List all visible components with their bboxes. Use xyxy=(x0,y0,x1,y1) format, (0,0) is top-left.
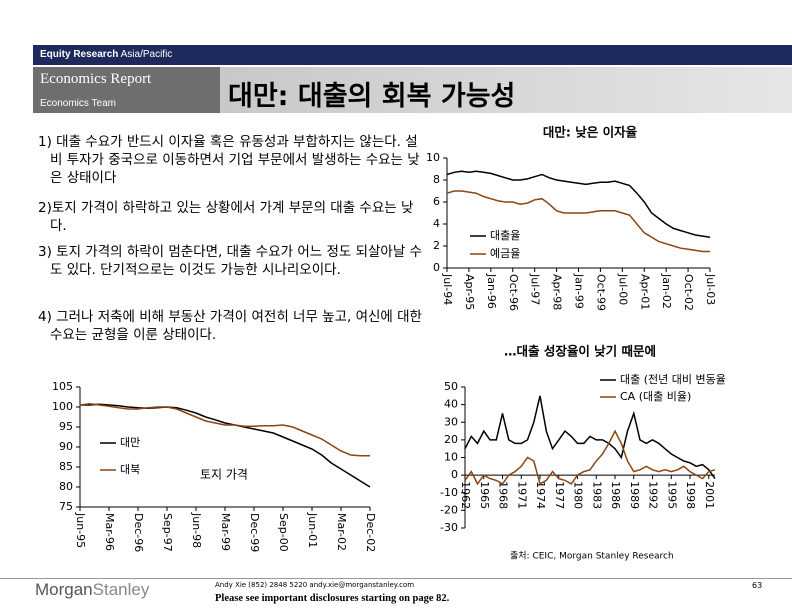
x-tick-label: Oct-96 xyxy=(507,274,520,311)
x-tick-label: Jan-96 xyxy=(485,273,498,309)
bullet: 4) 그러나 저축에 비해 부동산 가격이 여전히 너무 높고, 여신에 대한 … xyxy=(38,309,422,343)
brand: Equity Research Asia/Pacific xyxy=(40,49,172,60)
x-tick-label: Jul-97 xyxy=(529,273,542,305)
y-tick-label: 90 xyxy=(59,440,73,453)
y-tick-label: 0 xyxy=(451,468,458,481)
x-tick-label: 1962 xyxy=(459,481,472,509)
report-block xyxy=(33,67,220,113)
y-tick-label: 75 xyxy=(59,500,73,513)
y-tick-label: 105 xyxy=(52,380,73,393)
annotation: 토지 가격 xyxy=(200,468,248,482)
legend-label: 대북 xyxy=(120,463,140,476)
report: Economics Report xyxy=(40,71,152,87)
x-tick-label: 1974 xyxy=(534,481,547,509)
x-tick-label: 1986 xyxy=(609,481,622,509)
team: Economics Team xyxy=(40,98,116,109)
y-tick-label: 8 xyxy=(433,173,440,186)
contact: Andy Xie (852) 2848 5220 andy.xie@morgan… xyxy=(215,581,415,589)
bullet: 3) 토지 가격의 하락이 멈춘다면, 대출 수요가 어느 정도 되살아날 수도… xyxy=(38,244,422,278)
footer-rule xyxy=(0,578,792,579)
x-tick-label: Jul-00 xyxy=(616,273,629,305)
logo-b: Stanley xyxy=(92,580,150,599)
series-line xyxy=(80,403,371,488)
y-tick-label: 0 xyxy=(433,261,440,274)
series-line xyxy=(446,190,710,253)
y-tick-label: 10 xyxy=(426,151,440,164)
series-line xyxy=(464,395,716,480)
x-tick-label: 1989 xyxy=(628,481,641,509)
source: 출처: CEIC, Morgan Stanley Research xyxy=(510,550,674,562)
y-tick-label: -10 xyxy=(440,486,458,499)
legend-label: 대출 (전년 대비 변동율 xyxy=(620,373,726,386)
y-tick-label: 6 xyxy=(433,195,440,208)
y-tick-label: 20 xyxy=(444,433,458,446)
y-tick-label: 4 xyxy=(433,217,440,230)
x-tick-label: 1998 xyxy=(684,481,697,509)
disclosure: Please see important disclosures startin… xyxy=(215,593,450,604)
x-tick-label: Oct-02 xyxy=(682,274,695,311)
legend-label: CA (대출 비율) xyxy=(620,390,691,403)
x-tick-label: Sep-97 xyxy=(161,513,174,552)
y-tick-label: 50 xyxy=(444,380,458,393)
x-tick-label: Jun-98 xyxy=(190,512,203,548)
x-tick-label: Dec-96 xyxy=(132,513,145,552)
x-tick-label: Dec-02 xyxy=(364,513,377,552)
x-tick-label: Apr-98 xyxy=(551,274,564,310)
x-tick-label: 2001 xyxy=(703,481,716,509)
x-tick-label: 1965 xyxy=(478,481,491,509)
page-number: 63 xyxy=(752,581,763,590)
x-tick-label: 1983 xyxy=(590,481,603,509)
x-tick-label: 1980 xyxy=(572,481,585,509)
top-bar xyxy=(33,45,792,65)
x-tick-label: 1995 xyxy=(665,481,678,509)
series-line xyxy=(79,403,370,457)
x-tick-label: Jun-01 xyxy=(306,512,319,548)
x-tick-label: Jan-99 xyxy=(573,273,586,309)
y-tick-label: 10 xyxy=(444,451,458,464)
y-tick-label: -20 xyxy=(440,503,458,516)
x-tick-label: Sep-00 xyxy=(277,513,290,552)
y-tick-label: 40 xyxy=(444,398,458,411)
bullet: 2)토지 가격이 하락하고 있는 상황에서 가계 부문의 대출 수요는 낮다. xyxy=(38,200,414,234)
y-tick-label: 2 xyxy=(433,239,440,252)
y-tick-label: -30 xyxy=(440,521,458,534)
logo-a: Morgan xyxy=(35,580,93,599)
x-tick-label: 1992 xyxy=(647,481,660,509)
legend-label: 대출율 xyxy=(490,229,520,242)
x-tick-label: 1977 xyxy=(553,481,566,509)
x-tick-label: Jan-02 xyxy=(660,273,673,309)
x-tick-label: 1968 xyxy=(497,481,510,509)
y-tick-label: 85 xyxy=(59,460,73,473)
x-tick-label: Dec-99 xyxy=(248,513,261,552)
x-tick-label: Apr-95 xyxy=(463,274,476,310)
chart-title: …대출 성장율이 낮기 때문에 xyxy=(504,344,656,359)
legend-label: 대만 xyxy=(120,436,140,449)
x-tick-label: Apr-01 xyxy=(638,274,651,310)
x-tick-label: Jul-94 xyxy=(441,273,454,305)
x-tick-label: 1971 xyxy=(515,481,528,509)
y-tick-label: 80 xyxy=(59,480,73,493)
series-line xyxy=(464,429,716,486)
x-tick-label: Oct-99 xyxy=(594,274,607,311)
brand-text: Equity Research xyxy=(40,49,119,60)
x-tick-label: Mar-99 xyxy=(219,513,232,551)
title-block xyxy=(220,67,792,113)
legend-label: 예금율 xyxy=(490,247,520,260)
x-tick-label: Mar-96 xyxy=(103,513,116,551)
logo: MorganStanley xyxy=(35,580,149,600)
x-tick-label: Jun-95 xyxy=(74,512,87,548)
chart-title: 대만: 낮은 이자율 xyxy=(543,125,638,140)
slide-title: 대만: 대출의 회복 가능성 xyxy=(228,81,516,112)
y-tick-label: 100 xyxy=(52,400,73,413)
series-line xyxy=(446,170,711,238)
bullet: 1) 대출 수요가 반드시 이자율 혹은 유동성과 부합하지는 않는다. 설비 … xyxy=(38,134,420,186)
x-tick-label: Mar-02 xyxy=(335,513,348,551)
x-tick-label: Jul-03 xyxy=(704,273,717,305)
y-tick-label: 30 xyxy=(444,415,458,428)
region: Asia/Pacific xyxy=(120,49,173,60)
y-tick-label: 95 xyxy=(59,420,73,433)
